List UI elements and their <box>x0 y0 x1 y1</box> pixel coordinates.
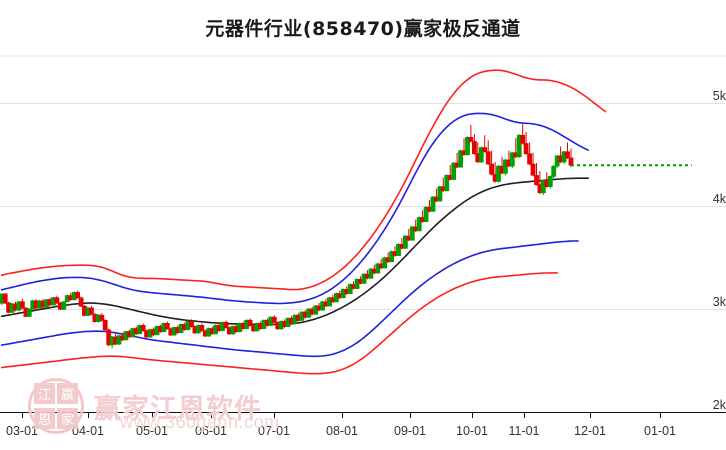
x-axis <box>22 412 661 418</box>
x-axis-tick-label: 04-01 <box>72 424 104 438</box>
y-axis-tick-label: 5k <box>712 89 726 104</box>
y-axis-tick-label: 2k <box>712 398 726 412</box>
x-axis-tick-label: 08-01 <box>326 424 358 438</box>
page-title: 元器件行业(858470)赢家极反通道 <box>205 18 521 40</box>
x-axis-tick-label: 01-01 <box>644 424 676 438</box>
gridlines <box>0 55 726 413</box>
x-axis-tick-label: 03-01 <box>6 424 38 438</box>
x-axis-tick-label: 07-01 <box>258 424 290 438</box>
y-axis-tick-label: 4k <box>712 192 726 207</box>
x-axis-tick-label: 05-01 <box>136 424 168 438</box>
x-axis-tick-label: 06-01 <box>195 424 227 438</box>
y-axis-tick-label: 3k <box>712 295 726 310</box>
x-axis-tick-label: 12-01 <box>574 424 606 438</box>
x-axis-tick-label: 10-01 <box>456 424 488 438</box>
x-axis-tick-label: 11-01 <box>508 424 540 438</box>
channel-bands <box>0 69 607 375</box>
x-axis-tick-label: 09-01 <box>394 424 426 438</box>
candlestick-series <box>0 123 574 349</box>
